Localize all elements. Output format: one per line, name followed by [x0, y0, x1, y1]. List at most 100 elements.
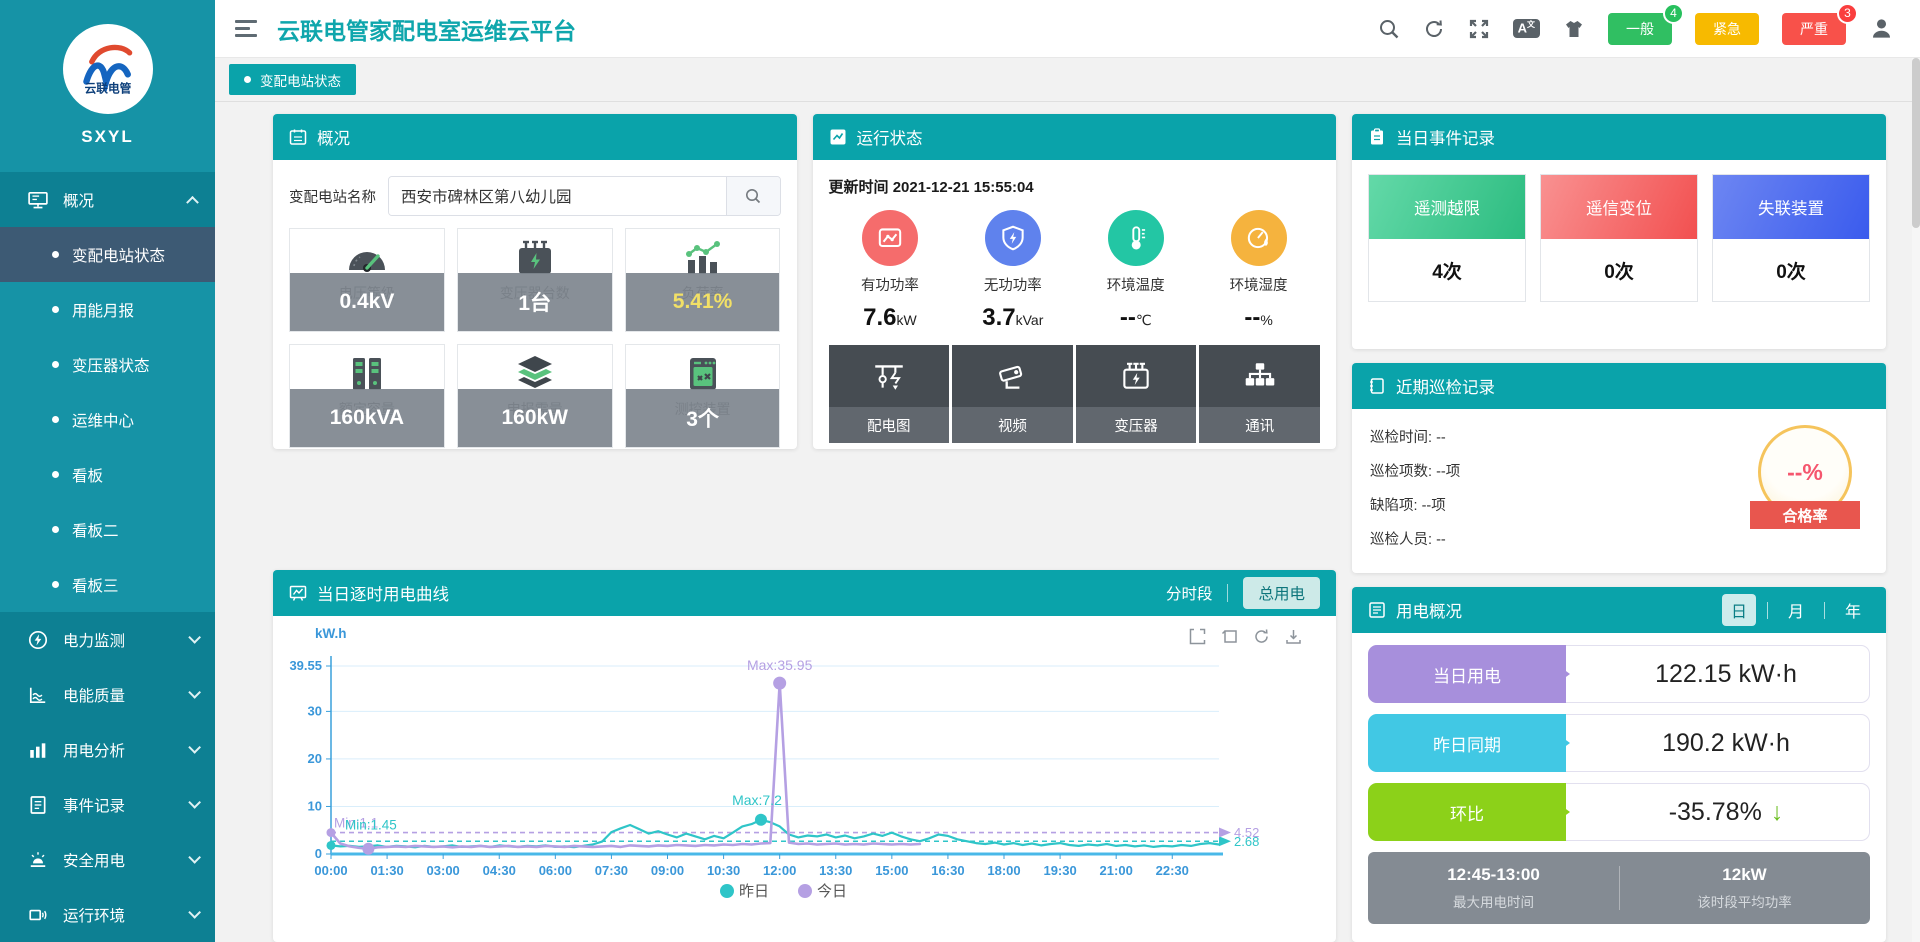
event-card-lost-devices[interactable]: 失联装置 0次	[1712, 174, 1870, 302]
card-value: 160kW	[457, 389, 612, 447]
sidebar-menu: 概况 变配电站状态 用能月报 变压器状态 运维中心	[0, 172, 215, 942]
calendar-icon	[289, 129, 307, 145]
overview-panel-header: 概况	[273, 114, 797, 160]
sidebar-item-usage-analysis[interactable]: 用电分析	[0, 722, 215, 777]
panel-title: 概况	[317, 130, 350, 148]
tab-year[interactable]: 年	[1844, 604, 1861, 622]
svg-text:13:30: 13:30	[819, 863, 852, 878]
sidebar-item-label: 变压器状态	[72, 357, 150, 375]
energy-row-ratio: 环比 -35.78% ↓	[1368, 783, 1870, 842]
theme-shirt-icon[interactable]	[1563, 18, 1585, 40]
zoom-select-icon[interactable]	[1189, 628, 1206, 645]
sidebar-item-label: 用能月报	[72, 302, 135, 320]
transformer-button[interactable]: 变压器	[1075, 345, 1197, 443]
sidebar-item-substation-status[interactable]: 变配电站状态	[0, 227, 215, 282]
sidebar-item-board-3[interactable]: 看板三	[0, 557, 215, 612]
chevron-down-icon	[188, 796, 201, 809]
event-card-signal-change[interactable]: 遥信变位 0次	[1540, 174, 1698, 302]
video-button[interactable]: 视频	[952, 345, 1073, 443]
refresh-chart-icon[interactable]	[1253, 628, 1270, 645]
metric-ambient-humidity: 环境湿度 --%	[1197, 210, 1320, 332]
search-icon[interactable]	[1378, 18, 1400, 40]
tab-dot-icon	[244, 76, 251, 83]
alarm-severe-count-badge: 3	[1837, 2, 1858, 24]
sidebar-item-event-records[interactable]: 事件记录	[0, 777, 215, 832]
sidebar-item-safety[interactable]: 安全用电	[0, 832, 215, 887]
collapse-menu-icon[interactable]	[235, 16, 257, 41]
distribution-diagram-button[interactable]: 配电图	[828, 345, 950, 443]
bar-chart-icon	[30, 742, 46, 758]
restore-icon[interactable]	[1221, 628, 1238, 645]
language-icon[interactable]: A文	[1512, 19, 1540, 38]
sidebar-item-power-monitoring[interactable]: 电力监测	[0, 612, 215, 667]
station-name-label: 变配电站名称	[289, 189, 376, 206]
device-icon	[689, 358, 716, 390]
tab-month[interactable]: 月	[1787, 604, 1804, 622]
overview-panel: 概况 变配电站名称	[273, 114, 797, 449]
run-status-body: 更新时间 2021-12-21 15:55:04	[813, 160, 1337, 443]
user-icon[interactable]	[1869, 16, 1894, 41]
usage-line-chart[interactable]: 0 10 20 30 39.55 00:00 01:30 03:00 04:30 06:00 07:…	[279, 620, 1319, 920]
header-actions: A文 一般 4 紧急 严重 3	[1378, 2, 1894, 45]
mode-by-period[interactable]: 分时段	[1165, 585, 1213, 603]
mode-separator	[1227, 583, 1229, 602]
shield-bolt-icon	[1002, 225, 1024, 251]
energy-overview-panel: 用电概况 日 月 年 当日用电 122.15 kW·	[1352, 587, 1886, 942]
download-icon[interactable]	[1285, 628, 1302, 645]
chevron-down-icon	[188, 741, 201, 754]
svg-text:2.68: 2.68	[1234, 833, 1259, 848]
svg-text:09:00: 09:00	[651, 863, 684, 878]
energy-value: 190.2 kW·h	[1662, 728, 1790, 757]
chart-panel-header: 当日逐时用电曲线 分时段 总用电	[273, 569, 1336, 616]
card-voltage-level: 电压等级 0.4kV	[289, 228, 445, 332]
svg-text:39.55: 39.55	[289, 658, 322, 673]
event-count: 0次	[1776, 261, 1806, 283]
vertical-scrollbar[interactable]	[1912, 58, 1920, 942]
panel-title: 当日事件记录	[1396, 130, 1495, 148]
metric-active-power: 有功功率 7.6kW	[829, 210, 952, 332]
scrollbar-thumb[interactable]	[1912, 58, 1920, 228]
communication-button[interactable]: 通讯	[1199, 345, 1320, 443]
mode-total-usage[interactable]: 总用电	[1243, 576, 1320, 609]
fullscreen-icon[interactable]	[1468, 18, 1490, 40]
logo-area: 云联电管 SXYL	[0, 0, 215, 172]
svg-text:12:00: 12:00	[763, 863, 796, 878]
sidebar-item-ops-center[interactable]: 运维中心	[0, 392, 215, 447]
card-declared-demand: 申报需量 160kW	[456, 344, 613, 448]
search-icon	[746, 189, 761, 204]
sidebar-item-board-2[interactable]: 看板二	[0, 502, 215, 557]
alarm-urgent-button[interactable]: 紧急	[1695, 12, 1759, 45]
svg-text:04:30: 04:30	[483, 863, 516, 878]
tab-day[interactable]: 日	[1721, 594, 1756, 627]
refresh-icon[interactable]	[1423, 18, 1445, 40]
svg-text:0: 0	[315, 846, 322, 861]
logo-text: 云联电管	[84, 81, 131, 95]
station-name-input[interactable]	[389, 177, 726, 215]
event-card-telemetry-overlimit[interactable]: 遥测越限 4次	[1368, 174, 1526, 302]
svg-text:16:30: 16:30	[931, 863, 964, 878]
sidebar-item-energy-monthly[interactable]: 用能月报	[0, 282, 215, 337]
alarm-severe-button[interactable]: 严重 3	[1782, 2, 1858, 45]
org-name: SXYL	[81, 127, 134, 146]
sidebar-item-overview-group[interactable]: 概况	[0, 172, 215, 227]
gauge-icon	[348, 252, 385, 272]
station-search-button[interactable]	[725, 177, 780, 215]
overview-submenu: 变配电站状态 用能月报 变压器状态 运维中心 看板	[0, 227, 215, 612]
energy-tag: 昨日同期	[1368, 714, 1566, 773]
bullet-dot-icon	[52, 471, 59, 478]
svg-text:昨日: 昨日	[739, 883, 769, 900]
alarm-general-button[interactable]: 一般 4	[1608, 2, 1684, 45]
sidebar-item-environment[interactable]: 运行环境	[0, 887, 215, 942]
inspection-items-row: 巡检项数: --项	[1370, 464, 1461, 481]
sidebar-item-transformer-status[interactable]: 变压器状态	[0, 337, 215, 392]
panel-title: 运行状态	[856, 130, 923, 148]
sidebar-item-board[interactable]: 看板	[0, 447, 215, 502]
sidebar-item-label: 用电分析	[63, 742, 126, 760]
tab-substation-status[interactable]: 变配电站状态	[229, 64, 356, 95]
sidebar-item-power-quality[interactable]: 电能质量	[0, 667, 215, 722]
svg-text:01:30: 01:30	[370, 863, 403, 878]
svg-text:Max:7.2: Max:7.2	[732, 791, 782, 807]
svg-text:20: 20	[308, 750, 322, 765]
run-buttons: 配电图	[828, 345, 1320, 443]
